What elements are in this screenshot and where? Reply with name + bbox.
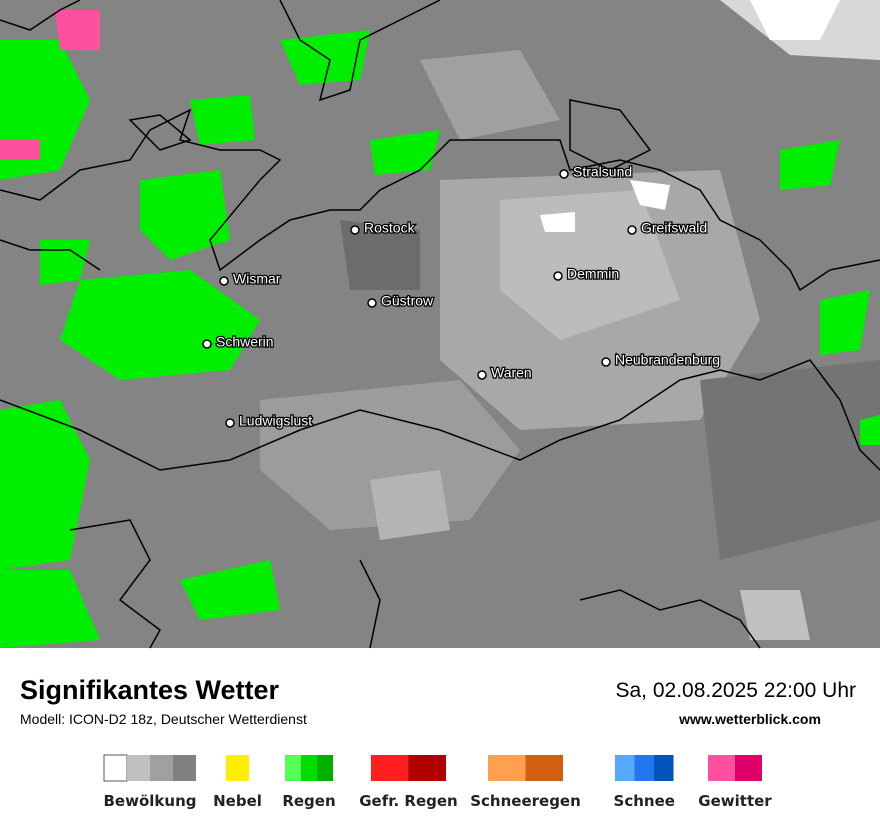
city-label: Waren <box>491 365 532 381</box>
website: www.wetterblick.com <box>678 711 821 727</box>
legend-swatch <box>285 755 301 781</box>
city-label: Neubrandenburg <box>615 352 720 368</box>
city-label: Rostock <box>364 220 416 236</box>
legend-label: Gewitter <box>698 792 772 810</box>
city-label: Ludwigslust <box>239 413 312 429</box>
legend-swatch <box>127 755 150 781</box>
legend-label: Schnee <box>614 792 675 810</box>
city-label: Stralsund <box>573 164 632 180</box>
subtitle: Modell: ICON-D2 18z, Deutscher Wetterdie… <box>20 711 307 727</box>
legend-swatch <box>103 754 128 782</box>
title: Signifikantes Wetter <box>20 675 280 705</box>
city-dot <box>601 357 611 367</box>
city-dot <box>477 370 487 380</box>
legend-swatch <box>173 755 196 781</box>
city-dot <box>225 418 235 428</box>
city-label: Güstrow <box>381 293 434 309</box>
city-dot <box>219 276 229 286</box>
map <box>0 0 880 649</box>
city-markers: Stralsund Rostock Greifswald Demmin Wismar Gü… <box>202 162 721 430</box>
legend-label: Regen <box>282 792 335 810</box>
legend-label: Gefr. Regen <box>359 792 458 810</box>
legend: Bewölkung Nebel Regen Gefr. Regen Schneerege… <box>103 754 772 810</box>
city-dot <box>553 271 563 281</box>
legend-swatch <box>615 755 635 781</box>
legend-swatch <box>735 755 762 781</box>
legend-swatch <box>408 755 446 781</box>
city-label: Greifswald <box>641 220 707 236</box>
legend-swatch <box>634 755 654 781</box>
legend-label: Bewölkung <box>104 792 197 810</box>
city-dot <box>559 169 569 179</box>
legend-swatch <box>708 755 735 781</box>
city-label: Schwerin <box>216 334 274 350</box>
legend-swatch <box>150 755 173 781</box>
legend-swatch <box>317 755 333 781</box>
datetime: Sa, 02.08.2025 22:00 Uhr <box>615 679 856 702</box>
city-dot <box>627 225 637 235</box>
legend-swatch <box>488 755 526 781</box>
city-label: Wismar <box>233 271 281 287</box>
legend-swatch <box>654 755 674 781</box>
city-dot <box>367 298 377 308</box>
legend-swatch <box>301 755 317 781</box>
legend-swatch <box>525 755 563 781</box>
city-label: Demmin <box>567 266 619 282</box>
city-dot <box>350 225 360 235</box>
footer: Signifikantes Wetter Modell: ICON-D2 18z… <box>20 675 856 727</box>
legend-swatch <box>371 755 409 781</box>
legend-swatch <box>226 755 249 781</box>
legend-label: Schneeregen <box>470 792 581 810</box>
legend-label: Nebel <box>213 792 262 810</box>
city-dot <box>202 339 212 349</box>
